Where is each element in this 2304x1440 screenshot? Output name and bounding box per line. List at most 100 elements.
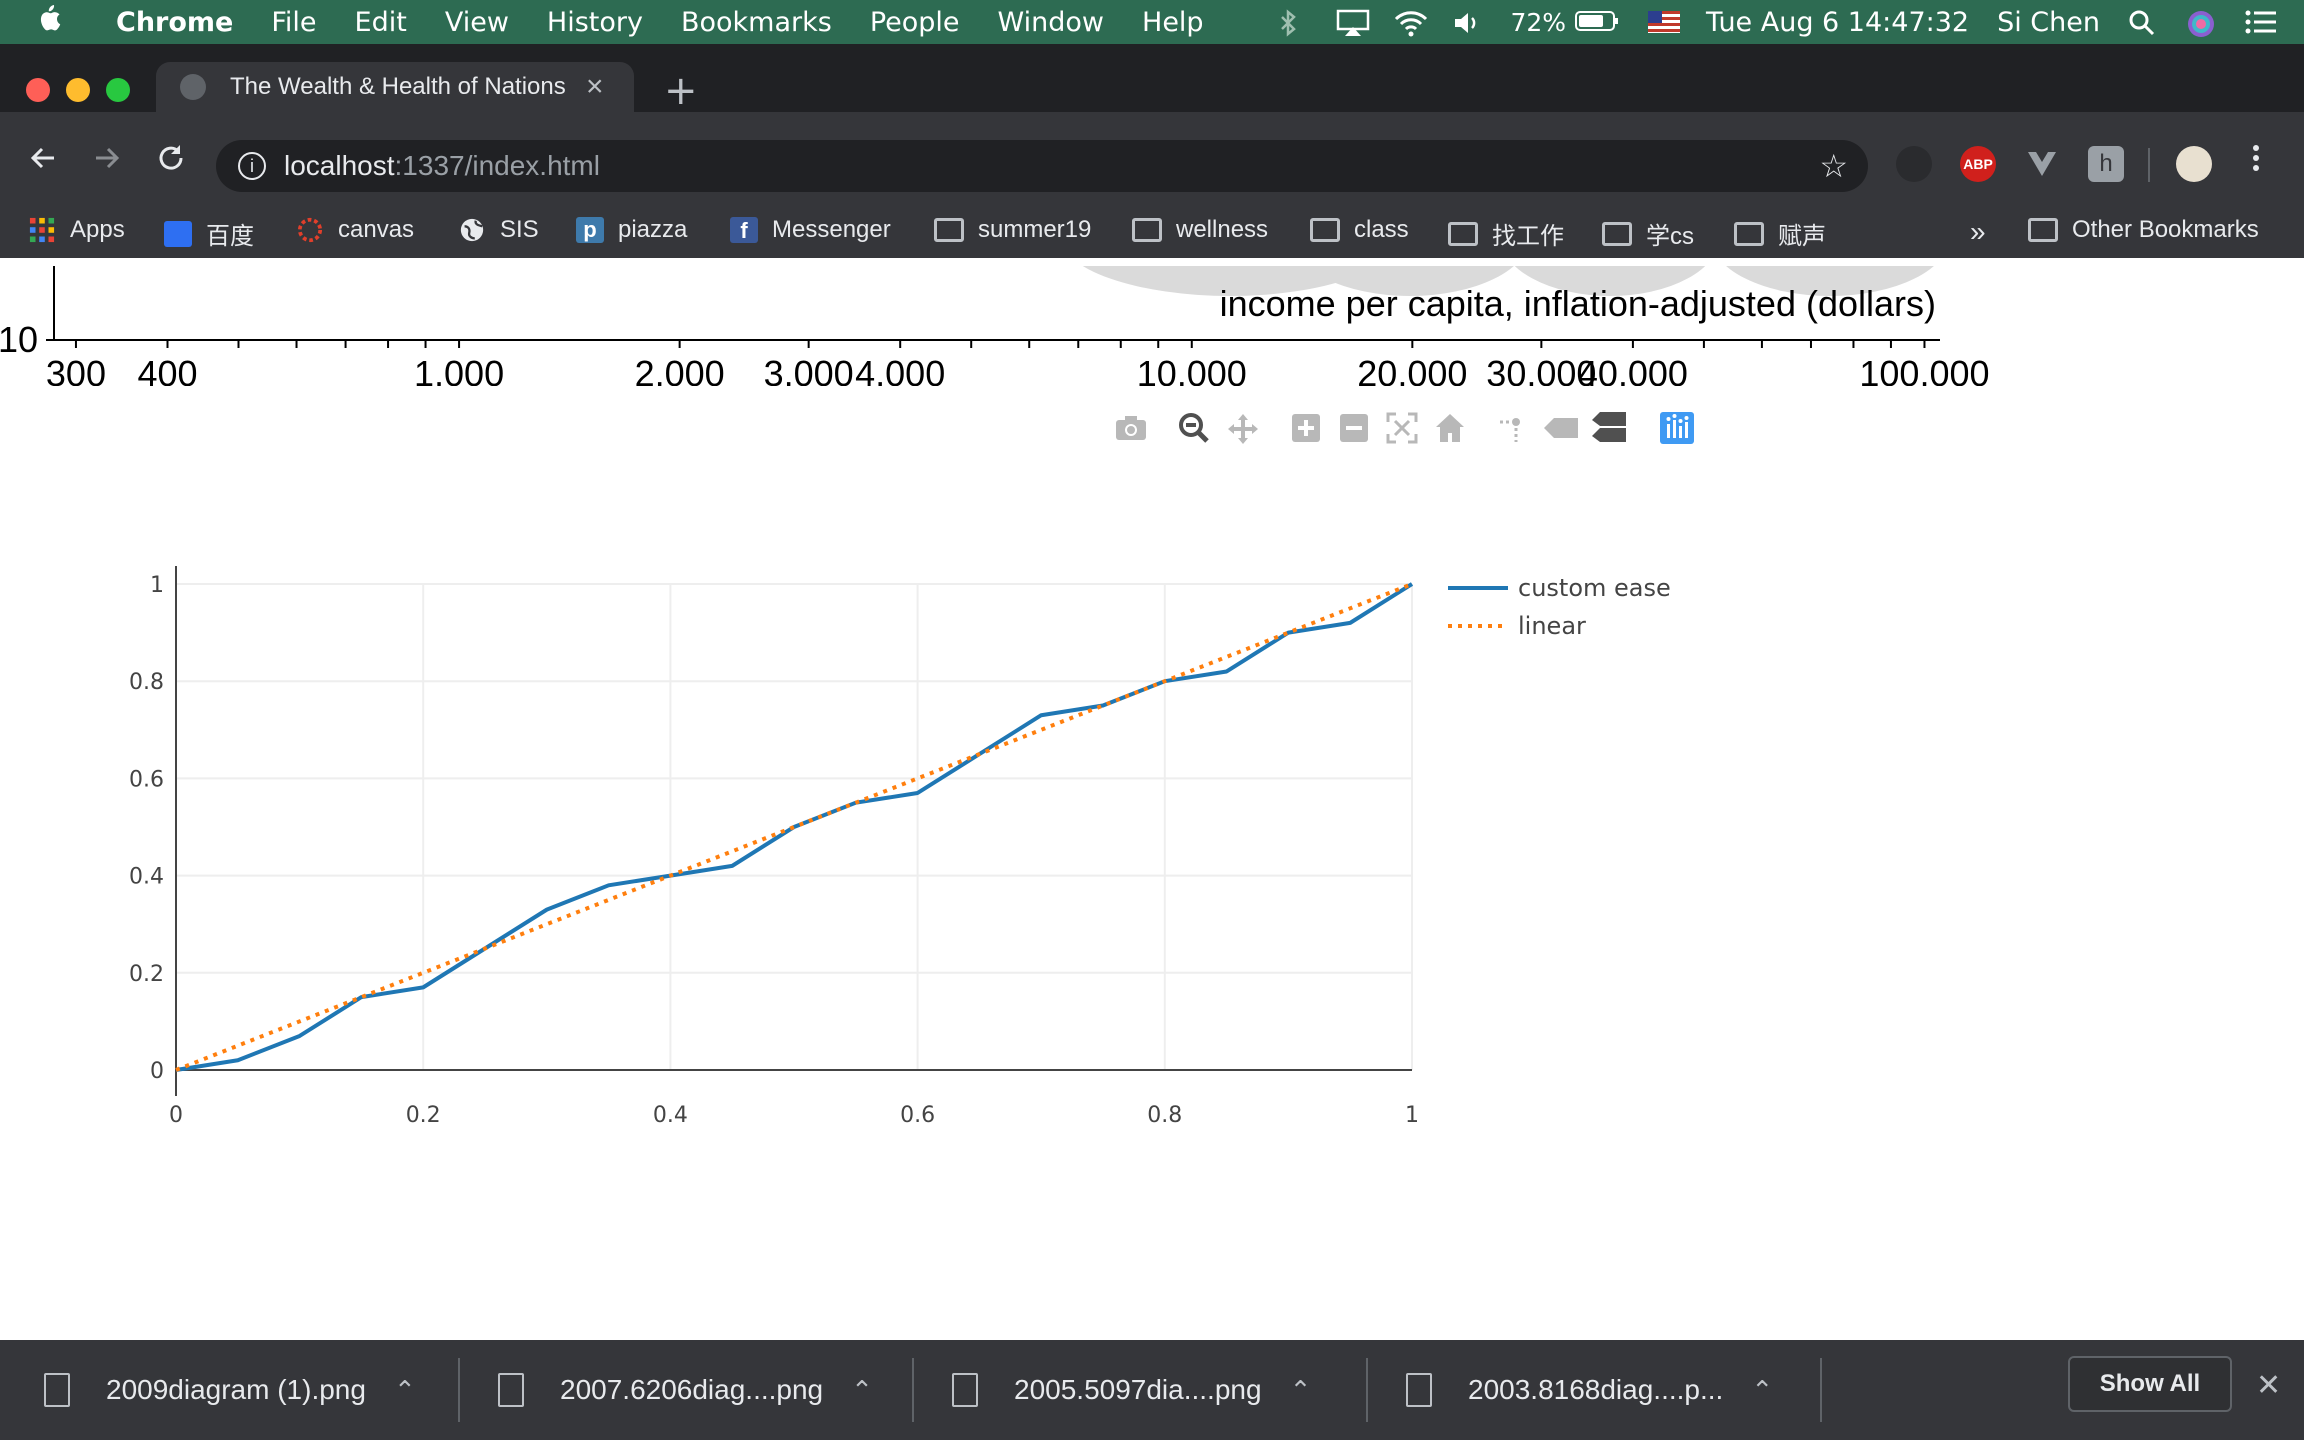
chevron-up-icon[interactable]: ⌃: [851, 1374, 873, 1405]
download-item[interactable]: 2009diagram (1).png ⌃: [0, 1340, 416, 1440]
battery-icon[interactable]: [1574, 9, 1620, 35]
bookmark-folder-class[interactable]: class: [1310, 216, 1409, 244]
easing-line-chart[interactable]: 0 0.2 0.4 0.6 0.8 1 0 0.2 0.4 0.6 0.8 1 custom eas…: [0, 566, 1800, 1186]
spike-lines-icon[interactable]: [1500, 418, 1520, 442]
download-item[interactable]: 2003.8168diag....p... ⌃: [1362, 1340, 1773, 1440]
extension-dark-icon[interactable]: [1896, 146, 1932, 182]
hover-closest-icon[interactable]: [1544, 418, 1578, 438]
series-line-linear[interactable]: [175, 582, 1413, 1072]
menu-window[interactable]: Window: [997, 6, 1105, 38]
legend-label[interactable]: custom ease: [1518, 574, 1671, 602]
address-bar[interactable]: i localhost:1337/index.html ☆: [216, 140, 1868, 192]
menu-help[interactable]: Help: [1142, 6, 1204, 38]
plotly-modebar: [1116, 412, 1694, 444]
chevron-up-icon[interactable]: ⌃: [1289, 1374, 1312, 1405]
pan-icon[interactable]: [1228, 414, 1258, 444]
bookmark-label: class: [1354, 216, 1409, 243]
x-tick-label: 300: [46, 353, 106, 386]
plotly-logo-icon[interactable]: [1660, 412, 1694, 444]
new-tab-icon[interactable]: +: [664, 68, 698, 114]
bookmark-label: Other Bookmarks: [2072, 216, 2259, 243]
chart-legend[interactable]: custom ease linear: [1448, 574, 1671, 640]
x-tick-label: 4,000: [855, 353, 945, 386]
bookmark-star-icon[interactable]: ☆: [1819, 148, 1848, 184]
legend-label[interactable]: linear: [1518, 612, 1586, 640]
canvas-icon: [297, 217, 323, 243]
x-tick-label: 0.2: [406, 1103, 441, 1128]
airplay-icon[interactable]: [1336, 9, 1370, 36]
back-arrow-icon[interactable]: [28, 142, 58, 182]
zoom-window-button[interactable]: [106, 78, 130, 102]
bookmark-folder-learn-cs[interactable]: 学cs: [1602, 216, 1694, 251]
volume-icon[interactable]: [1452, 9, 1482, 35]
tab-close-icon[interactable]: ×: [586, 70, 604, 103]
folder-icon: [934, 218, 964, 242]
x-tick-label: 0.6: [900, 1103, 935, 1128]
reload-icon[interactable]: [156, 142, 186, 182]
tab-title: The Wealth & Health of Nations: [230, 73, 566, 100]
camera-icon[interactable]: [1116, 416, 1146, 440]
apple-menu-icon[interactable]: [36, 3, 80, 41]
bookmark-other-bookmarks[interactable]: Other Bookmarks: [2028, 216, 2259, 244]
bookmark-folder-summer19[interactable]: summer19: [934, 216, 1091, 244]
year-watermark: [1082, 266, 1934, 296]
chrome-menu-icon[interactable]: [2250, 142, 2262, 182]
clock[interactable]: Tue Aug 6 14:47:32: [1706, 6, 1970, 38]
bookmark-sis[interactable]: SIS: [458, 216, 539, 244]
forward-arrow-icon[interactable]: [92, 142, 122, 182]
download-item[interactable]: 2005.5097dia....png ⌃: [908, 1340, 1311, 1440]
globe-icon: [180, 74, 206, 100]
minimize-window-button[interactable]: [66, 78, 90, 102]
bookmarks-overflow-button[interactable]: »: [1970, 216, 1986, 248]
show-all-button[interactable]: Show All: [2068, 1356, 2232, 1412]
bookmark-canvas[interactable]: canvas: [296, 216, 414, 244]
bookmark-messenger[interactable]: f Messenger: [730, 216, 891, 244]
menu-people[interactable]: People: [869, 6, 960, 38]
menu-file[interactable]: File: [271, 6, 317, 38]
chevron-up-icon[interactable]: ⌃: [393, 1374, 416, 1405]
spotlight-search-icon[interactable]: [2128, 9, 2158, 36]
notification-center-icon[interactable]: [2244, 9, 2276, 35]
user-name[interactable]: Si Chen: [1997, 6, 2100, 38]
folder-icon: [2028, 218, 2058, 242]
bookmark-folder-wellness[interactable]: wellness: [1132, 216, 1268, 244]
download-divider: [912, 1358, 914, 1422]
siri-icon[interactable]: [2186, 9, 2216, 37]
bookmark-folder-jobs[interactable]: 找工作: [1448, 216, 1564, 251]
site-info-icon[interactable]: i: [238, 152, 266, 180]
wifi-icon[interactable]: [1394, 9, 1428, 37]
zoom-icon[interactable]: [1179, 413, 1209, 443]
menu-edit[interactable]: Edit: [354, 6, 407, 38]
menu-view[interactable]: View: [444, 6, 509, 38]
menu-bookmarks[interactable]: Bookmarks: [680, 6, 832, 38]
bookmark-baidu[interactable]: 百度: [164, 216, 254, 251]
reset-axes-icon[interactable]: [1436, 414, 1464, 442]
x-tick-label: 40,000: [1578, 353, 1688, 386]
zoom-in-icon[interactable]: [1292, 414, 1320, 442]
zoom-out-icon[interactable]: [1340, 414, 1368, 442]
close-downloads-icon[interactable]: ✕: [2256, 1369, 2282, 1402]
x-tick-label: 1,000: [414, 353, 504, 386]
y-tick-label: 0.6: [129, 767, 164, 792]
profile-avatar[interactable]: [2176, 146, 2212, 182]
bookmark-piazza[interactable]: p piazza: [576, 216, 687, 244]
menu-chrome[interactable]: Chrome: [116, 6, 234, 38]
us-flag-icon[interactable]: [1648, 9, 1681, 35]
y-tick-label: 0.8: [129, 670, 164, 695]
chevron-up-icon[interactable]: ⌃: [1751, 1374, 1774, 1405]
tab-active[interactable]: The Wealth & Health of Nations ×: [156, 62, 634, 112]
hover-compare-icon[interactable]: [1592, 412, 1626, 442]
autoscale-icon[interactable]: [1386, 412, 1418, 444]
honey-extension-icon[interactable]: h: [2088, 146, 2124, 182]
bookmark-apps[interactable]: Apps: [28, 216, 125, 244]
bluetooth-icon[interactable]: [1278, 9, 1308, 37]
vue-devtools-icon[interactable]: [2024, 146, 2060, 182]
bookmark-label: wellness: [1176, 216, 1269, 243]
download-item[interactable]: 2007.6206diag....png ⌃: [454, 1340, 873, 1440]
series-line-custom-ease[interactable]: [175, 582, 1414, 1072]
menu-history[interactable]: History: [546, 6, 643, 38]
bookmark-folder-fusheng[interactable]: 赋声: [1734, 216, 1826, 251]
adblock-plus-icon[interactable]: ABP: [1960, 146, 1996, 182]
download-divider: [1820, 1358, 1822, 1422]
close-window-button[interactable]: [26, 78, 50, 102]
